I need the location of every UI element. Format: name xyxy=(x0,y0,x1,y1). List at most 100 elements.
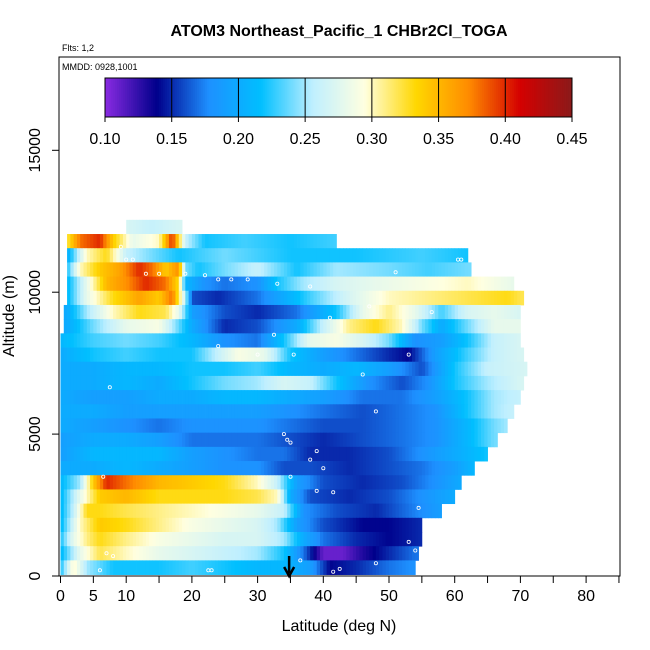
heat-cell xyxy=(339,461,344,476)
heat-cell xyxy=(165,418,170,434)
heat-cell xyxy=(113,390,117,405)
heat-cell xyxy=(379,560,383,575)
heat-cell xyxy=(113,532,117,547)
heat-cell xyxy=(349,489,354,505)
colorbar-segment xyxy=(442,78,445,117)
heat-cell xyxy=(490,375,495,391)
heat-cell xyxy=(106,446,111,462)
heat-cell xyxy=(385,347,390,363)
heat-cell xyxy=(395,262,400,277)
heat-cell xyxy=(303,262,308,277)
heat-cell xyxy=(188,532,193,547)
sample-point xyxy=(285,437,290,442)
heat-cell xyxy=(274,560,278,575)
heat-cell xyxy=(405,290,410,306)
heat-cell xyxy=(136,517,140,533)
heat-cell xyxy=(99,546,104,561)
heat-cell xyxy=(90,432,94,448)
heat-cell xyxy=(70,418,75,434)
heat-cell xyxy=(405,333,410,348)
heat-cell xyxy=(228,276,232,292)
heat-cell xyxy=(60,546,65,561)
heat-cell xyxy=(290,489,295,505)
heat-cell xyxy=(418,276,423,292)
heat-cell xyxy=(175,319,180,334)
heat-cell xyxy=(290,418,295,434)
heat-cell xyxy=(221,375,226,391)
heat-cell xyxy=(270,517,275,533)
heat-cell xyxy=(113,489,117,505)
heat-cell xyxy=(109,517,114,533)
heat-cell xyxy=(362,347,367,363)
heat-cell xyxy=(257,248,262,263)
heat-cell xyxy=(254,234,258,249)
heat-cell xyxy=(359,290,364,306)
heat-cell xyxy=(336,319,341,334)
heat-cell xyxy=(297,347,301,363)
heat-cell xyxy=(231,532,236,547)
heat-cell xyxy=(260,532,265,547)
heat-cell xyxy=(316,262,321,277)
heat-cell xyxy=(228,546,232,561)
heat-cell xyxy=(415,347,419,363)
heat-cell xyxy=(366,276,370,292)
heat-cell xyxy=(352,446,357,462)
heat-cell xyxy=(333,333,337,348)
heat-cell xyxy=(103,347,107,363)
heat-cell xyxy=(362,418,367,434)
heat-cell xyxy=(260,461,265,476)
heat-cell xyxy=(359,361,364,377)
colorbar-segment xyxy=(232,78,236,117)
heat-cell xyxy=(303,532,308,547)
heat-cell xyxy=(323,319,327,334)
heat-cell xyxy=(241,304,245,320)
heat-cell xyxy=(497,304,502,320)
heat-cell xyxy=(297,262,301,277)
heat-cell xyxy=(434,361,439,377)
heat-cell xyxy=(405,319,410,334)
heat-cell xyxy=(67,347,71,363)
heat-cell xyxy=(352,375,357,391)
heat-cell xyxy=(257,489,262,505)
heat-cell xyxy=(182,276,186,292)
heat-cell xyxy=(425,347,429,363)
heat-cell xyxy=(372,517,377,533)
heat-cell xyxy=(339,375,344,391)
heat-cell xyxy=(218,446,222,462)
heat-cell xyxy=(415,503,419,519)
heat-cell xyxy=(80,375,84,391)
heat-cell xyxy=(510,333,515,348)
colorbar-segment xyxy=(406,78,409,117)
heat-cell xyxy=(162,347,167,363)
heat-cell xyxy=(178,248,183,263)
heat-cell xyxy=(480,418,485,434)
altitude-band xyxy=(60,375,525,391)
heat-cell xyxy=(359,347,364,363)
heat-cell xyxy=(477,446,482,462)
heat-cell xyxy=(372,347,377,363)
heat-cell xyxy=(195,532,199,547)
heat-cell xyxy=(67,517,71,533)
heat-cell xyxy=(93,546,98,561)
heat-cell xyxy=(415,475,419,490)
heat-cell xyxy=(398,304,403,320)
heat-cell xyxy=(320,532,324,547)
heat-cell xyxy=(280,262,285,277)
heat-cell xyxy=(152,375,157,391)
heat-cell xyxy=(244,248,249,263)
heat-cell xyxy=(113,475,117,490)
heat-cell xyxy=(67,276,71,292)
heat-cell xyxy=(182,248,186,263)
heat-cell xyxy=(191,319,196,334)
heat-cell xyxy=(221,304,226,320)
heat-cell xyxy=(211,234,216,249)
heat-cell xyxy=(484,333,488,348)
heat-cell xyxy=(162,446,167,462)
heat-cell xyxy=(257,390,262,405)
heat-cell xyxy=(375,319,380,334)
heat-cell xyxy=(132,234,137,249)
heat-cell xyxy=(346,560,350,575)
heat-cell xyxy=(185,304,190,320)
heat-cell xyxy=(122,248,127,263)
heat-cell xyxy=(471,361,475,377)
